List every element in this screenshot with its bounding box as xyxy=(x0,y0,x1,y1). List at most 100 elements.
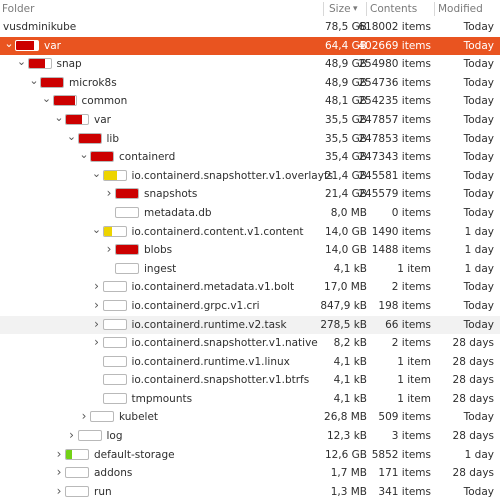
folder-size: 8,2 kB xyxy=(333,337,367,350)
tree-row[interactable]: ingest 4,1 kB 1 item 1 day xyxy=(0,260,500,279)
folder-name: io.containerd.grpc.v1.cri xyxy=(131,299,260,312)
chevron-down-icon[interactable]: ⌄ xyxy=(41,92,52,106)
folder-modified: Today xyxy=(463,188,494,201)
tree-row[interactable]: › default-storage 12,6 GB 5852 items 1 day xyxy=(0,446,500,465)
folder-modified: 1 day xyxy=(464,225,494,238)
column-separator[interactable] xyxy=(323,2,324,16)
tree-row[interactable]: › blobs 14,0 GB 1488 items 1 day xyxy=(0,241,500,260)
folder-name: vusdminikube xyxy=(3,21,77,33)
folder-item-count: 3 items xyxy=(391,430,431,443)
tree-row[interactable]: ⌄ var 64,4 GB 402669 items Today xyxy=(0,36,500,56)
folder-item-count: 66 items xyxy=(385,318,431,331)
tree-row[interactable]: ⌄ containerd 35,4 GB 247343 items Today xyxy=(0,148,500,167)
chevron-right-icon[interactable]: › xyxy=(94,297,99,312)
usage-bar xyxy=(102,392,127,404)
chevron-down-icon[interactable]: ⌄ xyxy=(66,129,77,143)
folder-item-count: 618002 items xyxy=(358,21,431,33)
tree-row[interactable]: › io.containerd.grpc.v1.cri 847,9 kB 198 it… xyxy=(0,297,500,316)
folder-size: 21,4 GB xyxy=(324,188,367,201)
tree-row[interactable]: › log 12,3 kB 3 items 28 days xyxy=(0,427,500,446)
folder-modified: 28 days xyxy=(452,337,494,350)
usage-bar xyxy=(27,58,52,70)
tree-row[interactable]: vusdminikube 78,5 GB 618002 items Today xyxy=(0,18,500,37)
column-separator[interactable] xyxy=(366,2,367,16)
folder-name: io.containerd.runtime.v2.task xyxy=(131,318,287,331)
chevron-right-icon[interactable]: › xyxy=(106,242,112,257)
column-separator[interactable] xyxy=(434,2,435,16)
chevron-down-icon[interactable]: ⌄ xyxy=(79,148,89,162)
chevron-down-icon[interactable]: ⌄ xyxy=(91,222,102,236)
column-header-folder[interactable]: Folder xyxy=(2,3,35,15)
folder-size: 48,9 GB xyxy=(324,58,367,71)
folder-size: 4,1 kB xyxy=(333,392,367,405)
folder-name: metadata.db xyxy=(144,206,212,219)
folder-item-count: 247343 items xyxy=(358,151,431,164)
folder-size: 14,0 GB xyxy=(324,244,367,257)
usage-bar-fill xyxy=(53,96,76,106)
chevron-right-icon[interactable]: › xyxy=(106,186,112,201)
chevron-down-icon[interactable]: ⌄ xyxy=(4,36,14,50)
tree-row[interactable]: ⌄ var 35,5 GB 247857 items Today xyxy=(0,111,500,130)
tree-row[interactable]: ⌄ io.containerd.snapshotter.v1.overlayfs 2… xyxy=(0,167,500,186)
usage-bar xyxy=(77,132,102,144)
folder-name: ingest xyxy=(144,262,177,275)
tree-row[interactable]: ⌄ lib 35,5 GB 247853 items Today xyxy=(0,130,500,149)
tree-row[interactable]: ⌄ io.containerd.content.v1.content 14,0 GB… xyxy=(0,223,500,242)
chevron-right-icon[interactable]: › xyxy=(56,465,62,480)
tree-row[interactable]: metadata.db 8,0 MB 0 items Today xyxy=(0,204,500,223)
chevron-down-icon: ▾ xyxy=(353,4,358,14)
chevron-right-icon[interactable]: › xyxy=(94,316,99,331)
chevron-right-icon[interactable]: › xyxy=(56,446,62,461)
folder-modified: Today xyxy=(463,485,494,498)
usage-bar xyxy=(115,188,139,200)
column-header-modified[interactable]: Modified xyxy=(438,3,483,15)
chevron-down-icon[interactable]: ⌄ xyxy=(54,110,64,124)
usage-bar-fill xyxy=(103,170,117,180)
folder-modified: 28 days xyxy=(452,374,494,387)
chevron-down-icon[interactable]: ⌄ xyxy=(91,166,102,180)
tree-row[interactable]: › io.containerd.snapshotter.v1.native 8,2 … xyxy=(0,334,500,353)
chevron-right-icon[interactable]: › xyxy=(56,483,62,498)
tree-row[interactable]: › addons 1,7 MB 171 items 28 days xyxy=(0,464,500,483)
tree-row[interactable]: › snapshots 21,4 GB 245579 items Today xyxy=(0,185,500,204)
folder-item-count: 0 items xyxy=(391,206,431,219)
chevron-down-icon[interactable]: ⌄ xyxy=(16,55,27,69)
folder-modified: Today xyxy=(463,318,494,331)
folder-size: 26,8 MB xyxy=(324,411,367,424)
folder-name: io.containerd.snapshotter.v1.btrfs xyxy=(131,374,310,387)
chevron-right-icon[interactable]: › xyxy=(94,335,99,350)
tree-row[interactable]: ⌄ common 48,1 GB 254235 items Today xyxy=(0,92,500,111)
column-header-contents[interactable]: Contents xyxy=(370,3,418,15)
usage-bar-fill xyxy=(116,245,138,255)
folder-name: io.containerd.snapshotter.v1.overlayfs xyxy=(131,169,334,182)
folder-tree[interactable]: vusdminikube 78,5 GB 618002 items Today ⌄ var… xyxy=(0,18,500,501)
folder-modified: Today xyxy=(463,39,494,52)
folder-name: var xyxy=(44,39,61,52)
usage-bar-fill xyxy=(103,226,113,236)
column-header-size[interactable]: Size xyxy=(329,3,351,15)
chevron-right-icon[interactable]: › xyxy=(94,279,99,294)
tree-row[interactable]: › io.containerd.runtime.v2.task 278,5 kB 66… xyxy=(0,315,500,335)
tree-row[interactable]: › kubelet 26,8 MB 509 items Today xyxy=(0,408,500,427)
folder-item-count: 245581 items xyxy=(358,169,431,182)
tree-row[interactable]: io.containerd.runtime.v1.linux 4,1 kB 1 it… xyxy=(0,353,500,372)
folder-size: 1,3 MB xyxy=(330,485,367,498)
tree-row[interactable]: ⌄ snap 48,9 GB 254980 items Today xyxy=(0,55,500,74)
folder-modified: Today xyxy=(463,411,494,424)
folder-item-count: 247853 items xyxy=(358,132,431,145)
chevron-right-icon[interactable]: › xyxy=(81,409,87,424)
tree-row[interactable]: ⌄ microk8s 48,9 GB 254736 items Today xyxy=(0,74,500,93)
folder-item-count: 254235 items xyxy=(358,95,431,108)
chevron-right-icon[interactable]: › xyxy=(69,428,74,443)
folder-modified: Today xyxy=(463,21,494,33)
tree-row[interactable]: tmpmounts 4,1 kB 1 item 28 days xyxy=(0,390,500,409)
chevron-down-icon[interactable]: ⌄ xyxy=(29,73,39,87)
folder-modified: Today xyxy=(463,151,494,164)
folder-size: 48,9 GB xyxy=(324,76,367,89)
tree-row[interactable]: io.containerd.snapshotter.v1.btrfs 4,1 kB… xyxy=(0,371,500,390)
tree-row[interactable]: › io.containerd.metadata.v1.bolt 17,0 MB 2 … xyxy=(0,278,500,297)
folder-size: 35,5 GB xyxy=(324,113,367,126)
folder-name: io.containerd.runtime.v1.linux xyxy=(131,355,290,368)
tree-row[interactable]: › run 1,3 MB 341 items Today xyxy=(0,483,500,501)
folder-item-count: 1 item xyxy=(397,374,431,387)
